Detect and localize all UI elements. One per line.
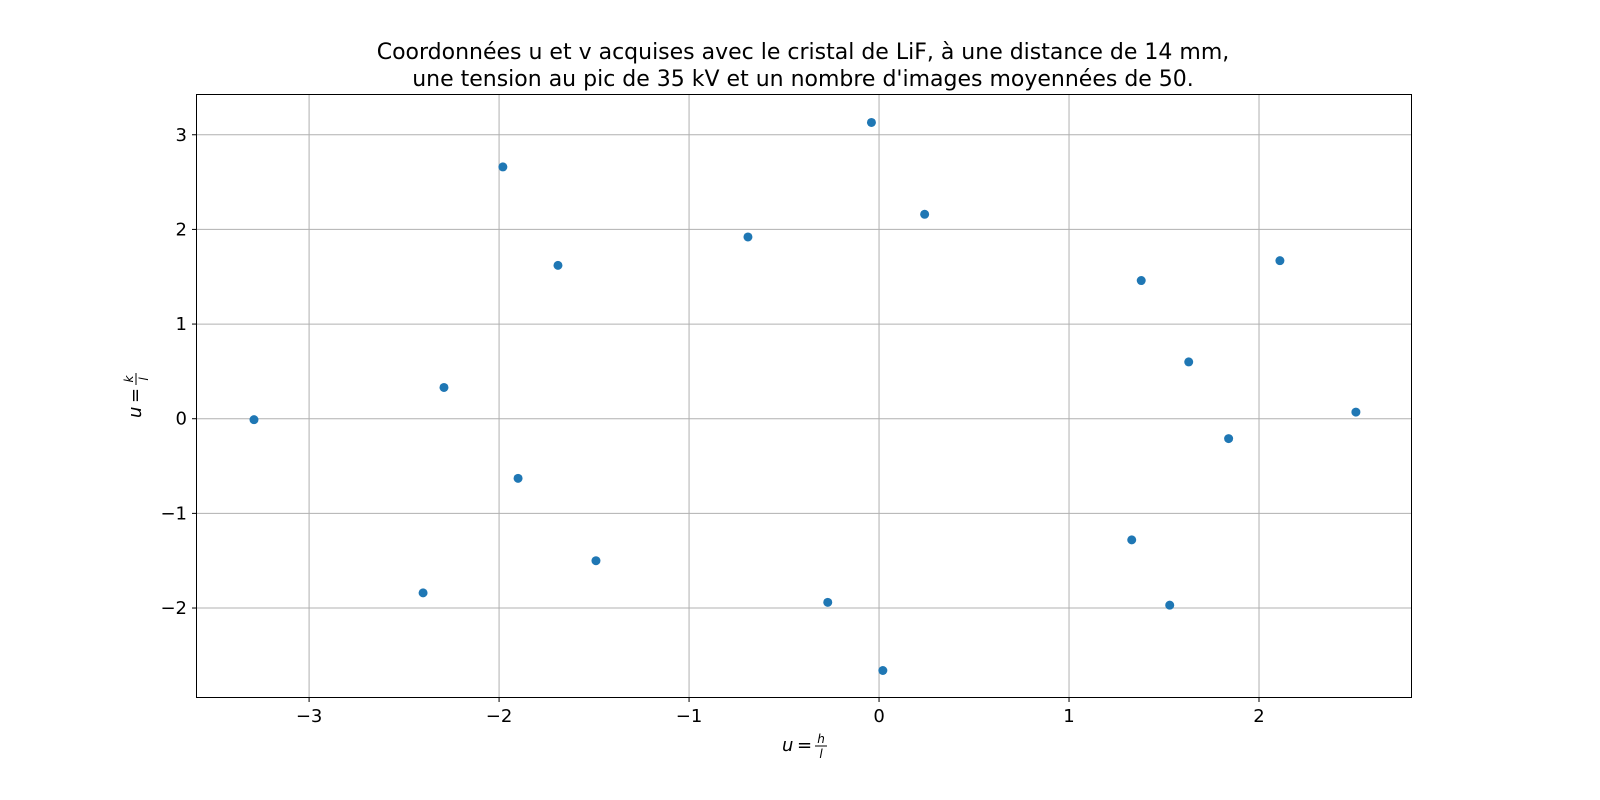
data-point [591,556,600,565]
x-tick-label: −1 [676,706,703,727]
y-axis-label: u = k l [122,373,151,418]
y-axis-label-numerator: k [122,374,136,382]
y-tick-label: 0 [176,409,187,430]
y-tick-label: 1 [176,314,187,335]
data-point [823,598,832,607]
data-point [1224,434,1233,443]
data-point [743,232,752,241]
data-point [514,474,523,483]
data-point [249,415,258,424]
data-point [1137,276,1146,285]
x-axis-label-numerator: h [817,732,825,746]
y-tick-label: −1 [160,503,187,524]
x-tick-label: 1 [1063,706,1074,727]
x-tick-label: 0 [873,706,884,727]
chart-title-line-1: Coordonnées u et v acquises avec le cris… [377,40,1230,65]
data-point [419,588,428,597]
x-tick-label: −2 [486,706,513,727]
chart-title-line-2: une tension au pic de 35 kV et un nombre… [412,67,1194,92]
y-axis-label-lhs: u [125,407,146,418]
y-tick-label: −2 [160,598,187,619]
y-axis-label-denominator: l [137,377,151,381]
data-point [1165,601,1174,610]
x-tick-label: −3 [296,706,323,727]
y-tick-label: 3 [176,125,187,146]
x-axis-label-denominator: l [819,747,823,761]
data-point [878,666,887,675]
grid-lines [197,95,1411,697]
data-points [249,118,1360,675]
data-point [867,118,876,127]
data-point [920,210,929,219]
data-point [498,162,507,171]
data-point [1351,408,1360,417]
x-axis-label-lhs: u [782,735,793,756]
y-axis-label-equals: = [125,388,146,403]
y-tick-label: 2 [176,219,187,240]
axis-ticks: −3 −2 −1 0 1 2 −2 −1 0 1 2 3 [160,125,1264,727]
data-point [1275,256,1284,265]
data-point [439,383,448,392]
x-axis-label: u = h l [782,732,827,761]
data-point [1127,535,1136,544]
data-point [553,261,562,270]
data-point [1184,357,1193,366]
plot-frame [197,95,1412,698]
x-axis-label-equals: = [797,735,812,756]
x-tick-label: 2 [1253,706,1264,727]
